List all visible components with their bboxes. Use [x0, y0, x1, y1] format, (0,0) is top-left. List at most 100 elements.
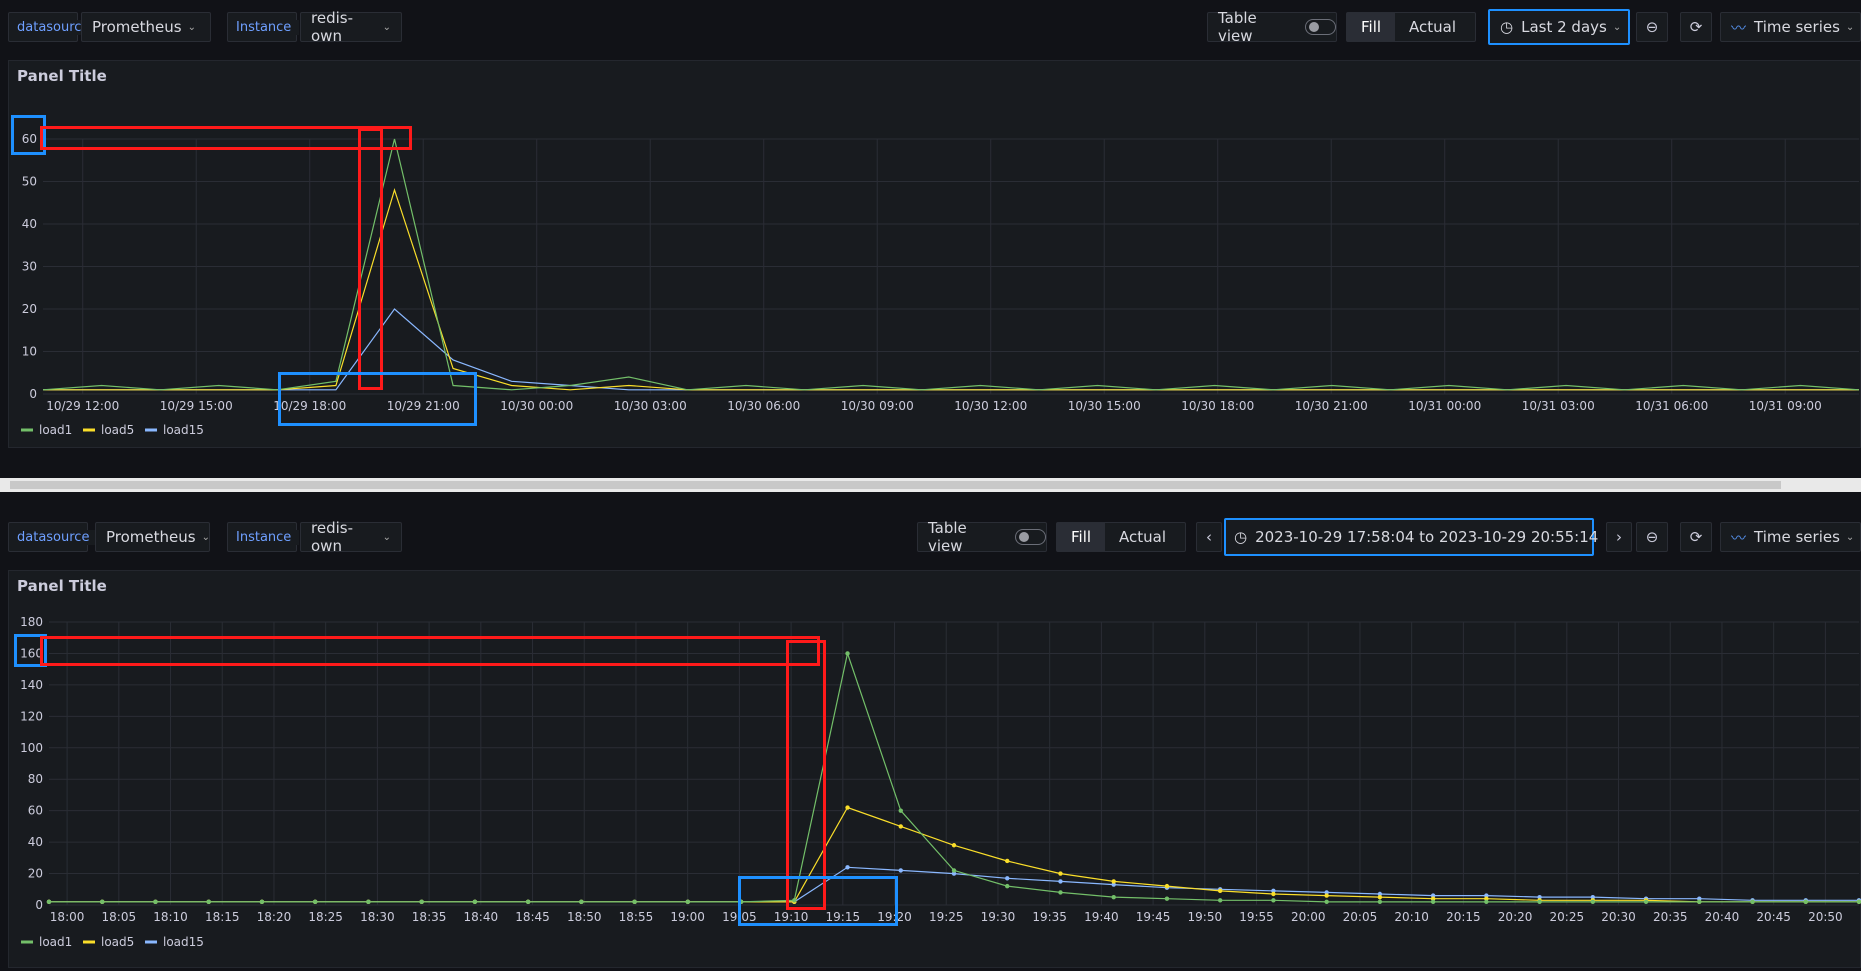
y-tick-label: 20: [22, 302, 37, 316]
data-point-load5: [898, 824, 903, 829]
data-point-load15: [1537, 894, 1542, 900]
x-tick-label: 19:50: [1188, 910, 1223, 924]
chevron-right-icon: ›: [1616, 528, 1622, 546]
actual-button[interactable]: Actual: [1409, 18, 1457, 36]
x-tick-label: 10/30 03:00: [614, 399, 687, 413]
instance-value: redis-own: [311, 9, 353, 45]
actual-button[interactable]: Actual: [1119, 528, 1167, 546]
data-point-load15: [1058, 879, 1063, 884]
time-series-icon: 〰: [1731, 528, 1747, 547]
x-tick-label: 10/29 15:00: [160, 399, 233, 413]
top-toolbar: datasource Prometheus ⌄ Instance redis-ow…: [0, 0, 1861, 56]
x-tick-label: 18:05: [102, 910, 137, 924]
datasource-value: Prometheus: [92, 18, 182, 36]
visualization-picker[interactable]: 〰 Time series ⌄: [1720, 522, 1861, 552]
panel-title: Panel Title: [17, 67, 107, 85]
y-tick-label: 30: [22, 260, 37, 274]
toggle-switch[interactable]: [1014, 529, 1046, 545]
y-tick-label: 120: [20, 709, 43, 723]
data-point-load1: [153, 899, 158, 905]
time-forward-button[interactable]: ›: [1606, 522, 1632, 552]
table-view-toggle[interactable]: Table view: [1207, 9, 1337, 45]
data-point-load5: [1324, 893, 1329, 898]
top-panel: Panel Title 0 10 20 30 40 50 60 10/29 12:00 10/2…: [8, 60, 1861, 448]
chevron-left-icon: ‹: [1206, 528, 1212, 546]
x-tick-label: 18:50: [567, 910, 602, 924]
instance-variable: Instance: [227, 522, 300, 552]
data-point-load5: [1377, 894, 1383, 900]
top-chart: 0 10 20 30 40 50 60 10/29 12:00 10/29 15:00 10/29…: [21, 132, 1860, 437]
x-tick-label: 20:10: [1394, 910, 1429, 924]
y-tick-label: 60: [28, 804, 43, 818]
instance-select[interactable]: redis-own ⌄: [300, 519, 402, 555]
zoom-out-button[interactable]: ⊖: [1636, 12, 1668, 42]
refresh-button[interactable]: ⟳: [1680, 522, 1712, 552]
annotation-box: [786, 640, 826, 910]
y-tick-label: 60: [22, 132, 37, 146]
data-point-load1: [579, 899, 584, 905]
horizontal-scrollbar[interactable]: [0, 478, 1861, 492]
fill-button[interactable]: Fill: [1057, 523, 1106, 551]
visualization-value: Time series: [1754, 18, 1840, 36]
annotation-box: [278, 372, 477, 426]
y-tick-label: 0: [35, 898, 43, 912]
toggle-switch[interactable]: [1304, 19, 1336, 35]
zoom-out-icon: ⊖: [1645, 528, 1659, 546]
legend-item-load1: load1: [39, 423, 72, 437]
table-view-toggle[interactable]: Table view: [917, 519, 1047, 555]
data-point-load1: [312, 899, 318, 905]
series-line-load5: [49, 806, 1859, 903]
x-tick-label: 18:10: [153, 910, 188, 924]
x-tick-label: 18:20: [257, 910, 292, 924]
chevron-down-icon: ⌄: [1845, 531, 1855, 543]
data-point-load1: [845, 651, 850, 656]
data-point-load1: [1750, 899, 1755, 905]
data-point-load5: [951, 843, 957, 848]
data-point-load1: [366, 899, 371, 905]
datasource-variable: datasource: [8, 12, 98, 42]
scrollbar-thumb[interactable]: [10, 481, 1781, 489]
datasource-select[interactable]: Prometheus ⌄: [81, 12, 211, 42]
datasource-select[interactable]: Prometheus ⌄: [95, 522, 210, 552]
data-point-load5: [1430, 896, 1436, 901]
instance-select[interactable]: redis-own ⌄: [300, 9, 402, 45]
visualization-picker[interactable]: 〰 Time series ⌄: [1720, 12, 1861, 42]
data-point-load5: [1271, 891, 1276, 897]
x-tick-label: 19:00: [670, 910, 705, 924]
data-point-load1: [1217, 898, 1223, 903]
y-tick-label: 180: [20, 615, 43, 629]
data-point-load1: [951, 868, 957, 873]
x-tick-label: 10/31 06:00: [1635, 399, 1708, 413]
refresh-button[interactable]: ⟳: [1680, 12, 1712, 42]
x-tick-label: 10/29 12:00: [46, 399, 119, 413]
data-point-load1: [46, 899, 52, 905]
data-point-load1: [632, 899, 637, 905]
data-point-load1: [1484, 899, 1489, 905]
y-tick-label: 0: [29, 387, 37, 401]
legend-item-load5: load5: [101, 935, 134, 949]
time-range-picker[interactable]: ◷ Last 2 days ⌄: [1488, 9, 1630, 45]
y-tick-label: 100: [20, 741, 43, 755]
data-point-load1: [1697, 899, 1702, 905]
refresh-icon: ⟳: [1689, 528, 1703, 546]
y-tick-label: 10: [22, 345, 37, 359]
fill-button[interactable]: Fill: [1347, 13, 1396, 41]
annotation-box: [40, 636, 820, 666]
refresh-icon: ⟳: [1689, 18, 1703, 36]
chevron-down-icon: ⌄: [1845, 21, 1855, 33]
zoom-out-button[interactable]: ⊖: [1636, 522, 1668, 552]
zoom-out-icon: ⊖: [1645, 18, 1659, 36]
x-tick-label: 20:45: [1756, 910, 1791, 924]
data-point-load15: [1377, 891, 1383, 897]
time-range-picker[interactable]: ◷ 2023-10-29 17:58:04 to 2023-10-29 20:5…: [1224, 518, 1613, 556]
chevron-down-icon: ⌄: [187, 21, 196, 33]
data-point-load1: [100, 899, 105, 905]
time-back-button[interactable]: ‹: [1196, 522, 1222, 552]
y-tick-label: 160: [20, 646, 43, 660]
x-tick-label: 20:15: [1446, 910, 1481, 924]
clock-icon: ◷: [1234, 528, 1248, 546]
x-tick-label: 20:25: [1550, 910, 1585, 924]
data-point-load1: [1058, 890, 1063, 895]
data-point-load15: [1111, 882, 1116, 887]
x-tick-label: 20:40: [1705, 910, 1740, 924]
